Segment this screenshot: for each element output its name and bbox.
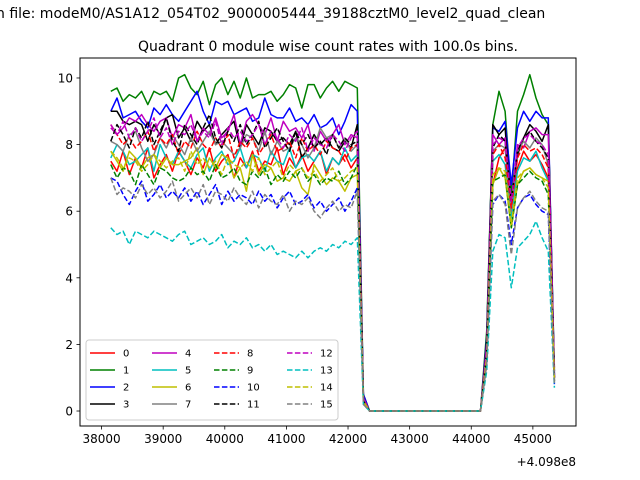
legend-label-0: 0 [123, 349, 129, 360]
series-line-0 [110, 147, 556, 412]
plot-area: 38000 39000 40000 41000 42000 43000 44000 45000… [58, 57, 577, 469]
series-line-8 [110, 124, 556, 412]
legend-label-11: 11 [247, 400, 260, 411]
x-tick-label: 38000 [82, 432, 120, 446]
y-tick-label: 6 [65, 205, 73, 219]
x-tick-label: 44000 [452, 432, 490, 446]
y-tick-label: 4 [65, 271, 73, 285]
x-axis: 38000 39000 40000 41000 42000 43000 44000 45000 [82, 426, 552, 446]
legend-label-10: 10 [247, 383, 260, 394]
legend-label-9: 9 [247, 366, 253, 377]
series-line-1 [110, 73, 556, 412]
series-line-6 [110, 147, 556, 412]
legend-label-14: 14 [320, 383, 333, 394]
y-tick-label: 10 [58, 71, 73, 85]
y-tick-label: 2 [65, 338, 73, 352]
legend-label-5: 5 [185, 366, 191, 377]
legend-label-15: 15 [320, 400, 333, 411]
series-line-10 [110, 177, 556, 412]
series-line-12 [110, 117, 556, 412]
legend-label-8: 8 [247, 349, 253, 360]
series-line-9 [110, 163, 556, 412]
legend-label-12: 12 [320, 349, 333, 360]
legend-label-4: 4 [185, 349, 191, 360]
x-tick-label: 40000 [206, 432, 244, 446]
chart-title: Quadrant 0 module wise count rates with … [138, 39, 518, 55]
x-tick-label: 43000 [391, 432, 429, 446]
legend-label-3: 3 [123, 400, 129, 411]
legend-frame [85, 339, 339, 421]
figure-suptitle: n file: modeM0/AS1A12_054T02_9000005444_… [0, 6, 545, 22]
legend-label-2: 2 [123, 383, 129, 394]
series-line-15 [110, 177, 556, 412]
y-axis: 0 2 4 6 8 10 [58, 71, 80, 419]
y-tick-label: 0 [65, 405, 73, 419]
x-tick-label: 45000 [514, 432, 552, 446]
legend-label-1: 1 [123, 366, 129, 377]
series-line-13 [110, 220, 556, 412]
series-line-7 [110, 127, 556, 412]
y-tick-label: 8 [65, 138, 73, 152]
legend-label-13: 13 [320, 366, 333, 377]
legend-label-6: 6 [185, 383, 191, 394]
legend-label-7: 7 [185, 400, 191, 411]
axes-frame [79, 57, 577, 427]
series-line-14 [110, 150, 556, 412]
x-tick-label: 42000 [329, 432, 367, 446]
x-tick-label: 39000 [144, 432, 182, 446]
series-layer [110, 73, 556, 412]
x-offset-label: +4.098e8 [517, 455, 576, 469]
x-tick-label: 41000 [267, 432, 305, 446]
